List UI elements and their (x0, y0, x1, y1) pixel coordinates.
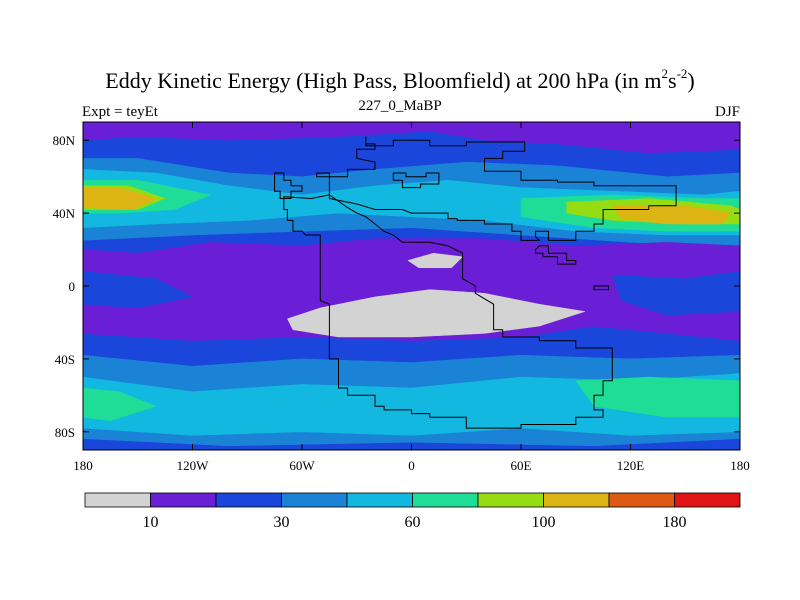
colorbar-swatch (674, 492, 741, 508)
coastline (535, 245, 577, 265)
contour-region (83, 187, 157, 210)
colorbar-swatch (84, 492, 151, 508)
colorbar-swatch (150, 492, 217, 508)
x-tick-label: 60E (511, 458, 532, 473)
colorbar-swatch (477, 492, 544, 508)
contour-region (287, 289, 585, 338)
x-tick-label: 180 (730, 458, 750, 473)
colorbar-swatch (412, 492, 479, 508)
contour-region (407, 252, 464, 269)
contour-region (611, 271, 740, 316)
contour-region (83, 387, 157, 422)
colorbar-label: 100 (532, 514, 556, 531)
x-tick-label: 0 (408, 458, 415, 473)
colorbar-label: 180 (663, 514, 687, 531)
y-tick-label: 0 (69, 279, 76, 294)
y-tick-label: 40N (53, 206, 76, 221)
x-tick-label: 60W (289, 458, 315, 473)
colorbar-swatch (608, 492, 675, 508)
x-tick-label: 180 (73, 458, 93, 473)
axis-ticks: 180 120W 60W 0 60E 120E 180 80N 40N 0 40S 80S (53, 122, 750, 473)
x-tick-label: 120W (177, 458, 210, 473)
coastline (392, 172, 440, 189)
contour-region (83, 122, 740, 154)
colorbar-label: 30 (274, 514, 290, 531)
experiment-label: Expt = teyEt (82, 104, 158, 120)
colorbar-label: 60 (405, 514, 421, 531)
chart-title: Eddy Kinetic Energy (High Pass, Bloomfie… (105, 66, 695, 93)
y-tick-label: 80S (55, 425, 75, 440)
colorbar-swatch (543, 492, 610, 508)
coastline (274, 172, 303, 199)
colorbar-swatch (215, 492, 282, 508)
colorbar: 10 30 60 100 180 (84, 492, 741, 531)
run-label: 227_0_MaBP (358, 98, 442, 114)
y-tick-label: 40S (55, 352, 75, 367)
coastline (593, 285, 610, 291)
colorbar-swatch (281, 492, 348, 508)
colorbar-label: 10 (143, 514, 159, 531)
coastline (283, 136, 677, 429)
contour-region (611, 205, 732, 225)
colorbar-swatch (346, 492, 413, 508)
y-tick-label: 80N (53, 133, 76, 148)
season-label: DJF (714, 104, 740, 120)
x-tick-label: 120E (617, 458, 645, 473)
continent-outline (274, 136, 677, 429)
contour-field (83, 122, 740, 450)
contour-region (83, 271, 194, 309)
